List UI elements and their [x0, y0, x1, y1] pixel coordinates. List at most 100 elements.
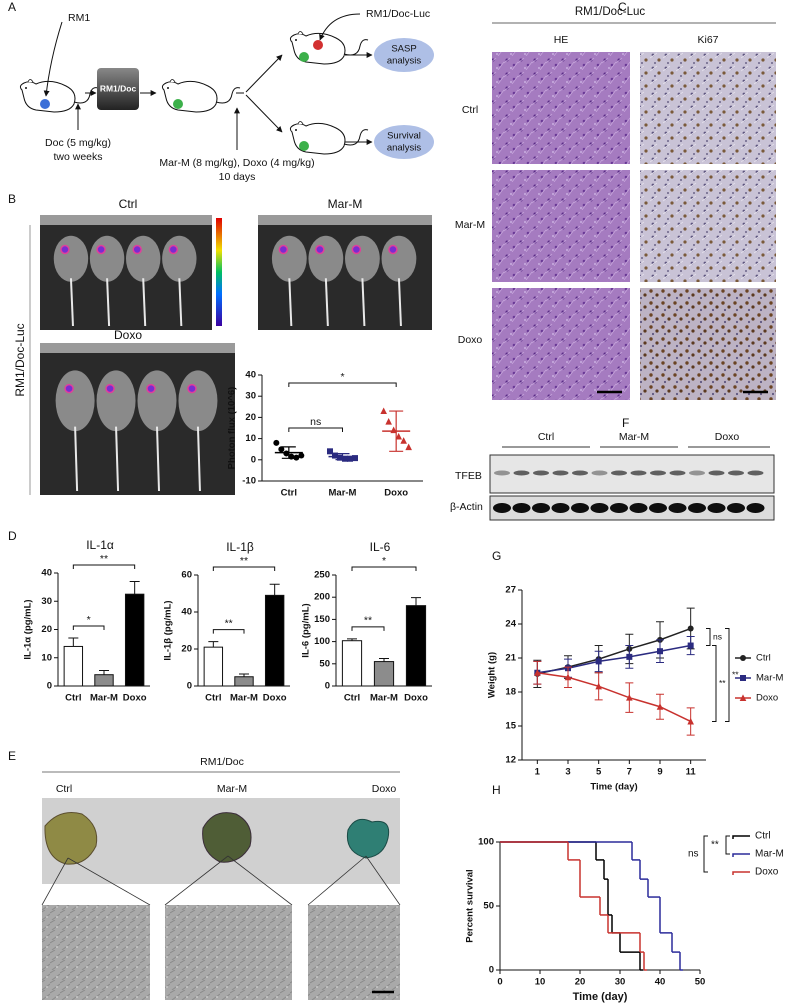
y-tick-label: 10: [245, 433, 256, 444]
x-tick-label: 10: [535, 977, 546, 988]
y-tick-label: 20: [245, 412, 256, 423]
bar: [124, 593, 145, 687]
sig-label: *: [340, 371, 344, 383]
micrograph: [492, 170, 630, 282]
y-axis-label: IL-6 (pg/mL): [301, 603, 312, 657]
row-label: Ctrl: [462, 104, 478, 116]
marker: [395, 432, 402, 440]
x-tick-label: Mar-M: [329, 488, 357, 499]
signal: [351, 244, 362, 255]
error-bar: [411, 597, 421, 606]
sig-label: **: [719, 678, 726, 688]
marker: [380, 407, 387, 415]
chart-title: IL-1β: [226, 540, 254, 554]
mouse-body: [381, 235, 417, 282]
mouse-body: [55, 370, 95, 432]
sig-label: ns: [688, 849, 699, 860]
legend-label: Doxo: [756, 693, 778, 704]
tumor-dot: [40, 99, 50, 109]
x-tick-label: 5: [596, 767, 602, 778]
group-label: Doxo: [114, 328, 142, 342]
sig-bracket: [706, 628, 711, 647]
x-tick-label: Ctrl: [344, 693, 360, 704]
marker: [595, 658, 602, 665]
mouse-tail: [115, 426, 120, 492]
error-bar: [281, 446, 296, 459]
mouse-drawing: [161, 79, 241, 113]
mouse-body: [96, 370, 136, 432]
x-tick-label: Doxo: [384, 488, 408, 499]
x-tick-label: 0: [497, 977, 502, 988]
sig-bracket: [351, 626, 385, 631]
arrow: [319, 13, 361, 41]
schematic: RM1 Doc (5 mg/kg) two weeks RM1/Doc Mar-…: [19, 8, 434, 183]
x-tick-label: Ctrl: [65, 693, 81, 704]
mouse-tail: [74, 426, 79, 492]
marker: [626, 653, 633, 660]
y-tick-label: 20: [181, 644, 192, 655]
legend-line: [732, 835, 750, 839]
band: [688, 503, 706, 513]
band: [591, 470, 608, 476]
x-axis-label: Time (day): [573, 991, 628, 1003]
marker: [626, 694, 633, 701]
protein-label: TFEB: [455, 470, 482, 482]
bar: [94, 674, 114, 687]
label: RM1: [68, 12, 90, 24]
mouse-body: [162, 235, 197, 282]
signal: [105, 383, 115, 394]
micrograph: [308, 905, 400, 1000]
analysis-oval: [374, 125, 434, 159]
marker: [564, 673, 572, 681]
mouse-tail: [288, 278, 293, 327]
mouse-body: [89, 235, 125, 282]
error-bar: [129, 580, 140, 595]
x-tick-label: Doxo: [123, 693, 147, 704]
sig-bracket: [212, 566, 276, 571]
bar: [203, 646, 224, 687]
group-label: Ctrl: [56, 783, 72, 795]
bar: [63, 645, 84, 687]
label: 10 days: [219, 171, 256, 183]
micrograph: [492, 52, 630, 164]
tumor: [202, 812, 252, 863]
y-tick-label: 50: [319, 658, 330, 669]
imaging: RM1/Doc-Luc Ctrl Mar-M Doxo: [13, 197, 432, 495]
tumor-dot: [173, 99, 183, 109]
band: [629, 503, 648, 513]
y-tick-label: 12: [505, 755, 516, 766]
panel-label: D: [8, 529, 17, 543]
x-tick-label: Ctrl: [205, 693, 221, 704]
western-blot: Ctrl Mar-M Doxo TFEB β-Actin: [450, 431, 775, 521]
group-label: Ctrl: [538, 431, 554, 443]
panel-label: B: [8, 192, 16, 206]
y-tick-label: 50: [483, 901, 494, 912]
arrow: [43, 21, 63, 97]
y-tick-label: 0: [325, 681, 330, 692]
group-label: Mar-M: [217, 783, 247, 795]
y-tick-label: 30: [245, 391, 256, 402]
panel-label: G: [492, 549, 501, 563]
x-tick-label: Doxo: [263, 693, 287, 704]
legend-label: Mar-M: [755, 849, 784, 860]
marker: [687, 625, 694, 632]
sig-bracket: [725, 835, 730, 855]
band: [571, 503, 589, 513]
x-tick-label: 40: [655, 977, 666, 988]
sig-label: **: [364, 615, 372, 627]
sig-bracket: [725, 628, 730, 722]
label: Survival: [387, 131, 421, 142]
mouse-body: [53, 235, 89, 282]
side-label: RM1/Doc-Luc: [13, 323, 27, 396]
label: SASP: [391, 44, 416, 55]
x-axis-label: Time (day): [590, 782, 637, 793]
legend-line: [732, 871, 750, 875]
mouse-tail: [397, 278, 402, 327]
y-tick-label: -10: [242, 476, 256, 487]
marker: [347, 455, 353, 462]
marker: [656, 703, 664, 710]
series-line: [537, 671, 691, 723]
y-tick-label: 27: [505, 585, 516, 596]
band: [747, 470, 764, 476]
